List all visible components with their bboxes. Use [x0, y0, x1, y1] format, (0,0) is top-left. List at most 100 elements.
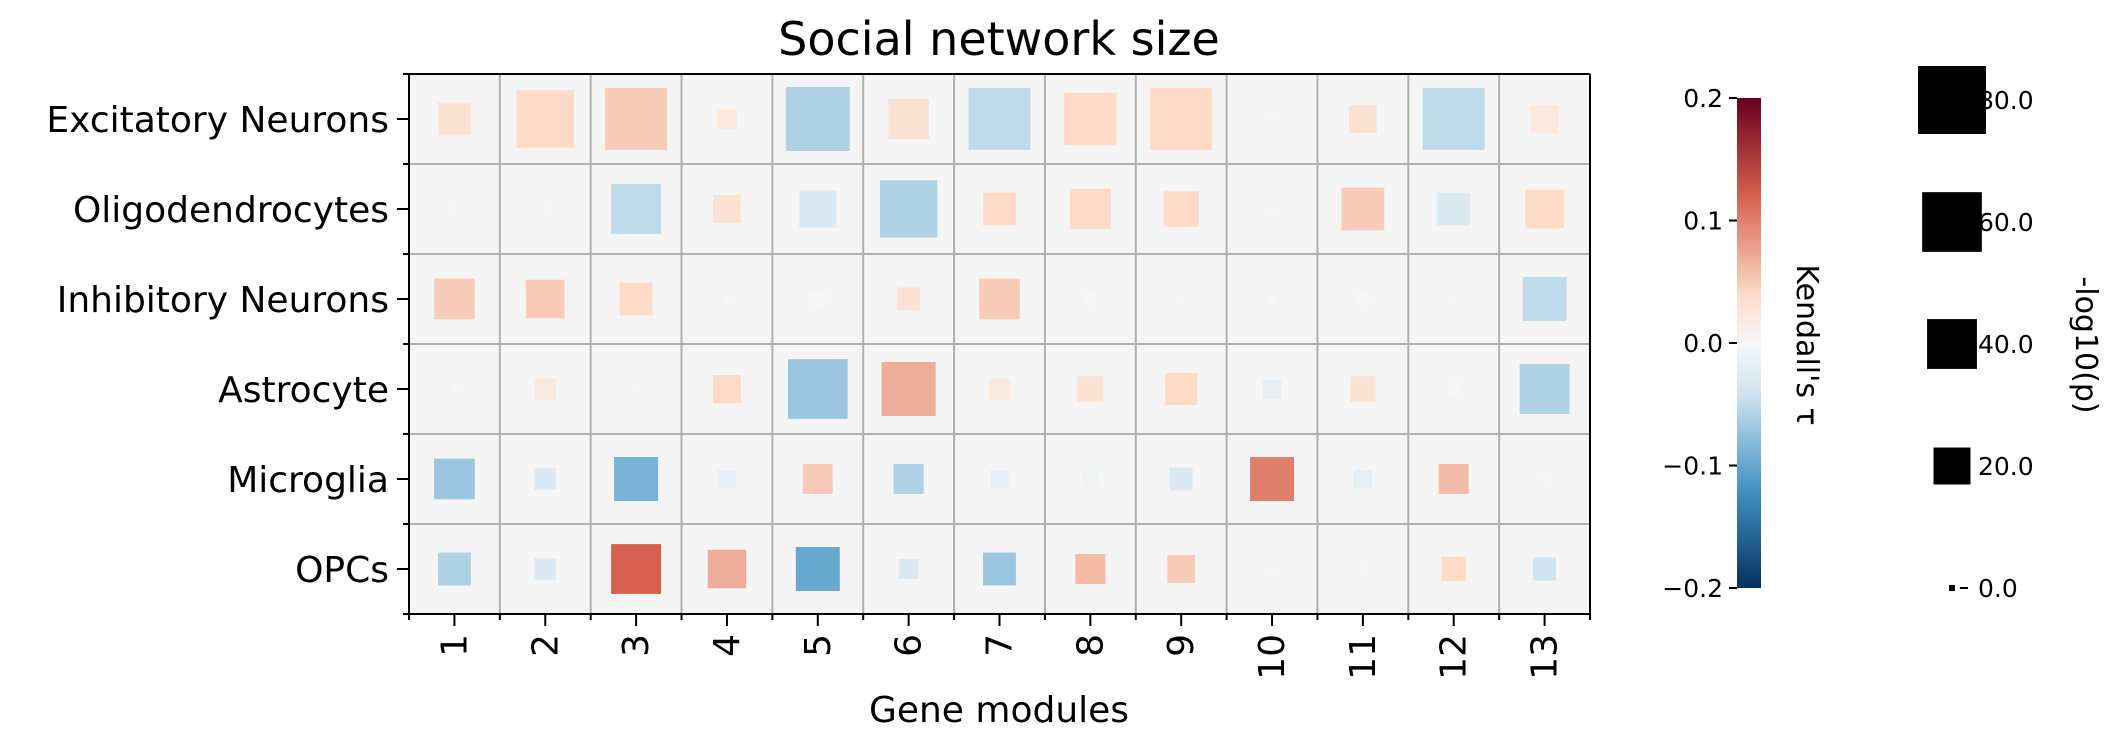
heatmap-cell-5-9 — [1169, 467, 1193, 491]
heatmap-cell-5-10 — [1250, 457, 1295, 501]
heatmap-cell-5-11 — [1353, 469, 1372, 489]
x-tick-label: 4 — [707, 634, 748, 657]
heatmap-cell-2-3 — [611, 184, 662, 234]
heatmap-cell-1-2 — [516, 90, 574, 148]
heatmap-cell-6-12 — [1441, 556, 1466, 582]
heatmap-cell-3-13 — [1522, 277, 1567, 321]
colorbar-tick-label: 0.0 — [1683, 329, 1723, 358]
heatmap-cell-3-6 — [897, 287, 921, 311]
heatmap-cell-4-10 — [1263, 379, 1282, 399]
heatmap-cell-6-1 — [437, 552, 471, 586]
size-legend-square — [1918, 66, 1986, 134]
x-tick-label: 3 — [616, 634, 657, 657]
x-tick-label: 9 — [1161, 634, 1202, 657]
heatmap-cell-1-1 — [437, 102, 471, 136]
heatmap-cell-1-5 — [785, 87, 850, 151]
heatmap-cell-1-8 — [1064, 92, 1117, 146]
heatmap-cell-3-4 — [723, 296, 730, 302]
heatmap-cell-4-13 — [1519, 364, 1570, 414]
heatmap-cell-2-4 — [713, 195, 741, 223]
heatmap-cell-3-8 — [1083, 292, 1097, 306]
heatmap-cell-1-7 — [968, 88, 1031, 150]
colorbar-tick-label: −0.1 — [1662, 452, 1723, 481]
heatmap-cell-4-9 — [1165, 373, 1198, 405]
size-legend-square — [1927, 319, 1977, 369]
heatmap-cell-6-7 — [983, 552, 1016, 586]
x-tick-label: 12 — [1434, 634, 1475, 680]
heatmap-cell-1-4 — [717, 109, 737, 129]
heatmap-cell-1-10 — [1269, 116, 1276, 122]
heatmap-cell-6-10 — [1269, 566, 1276, 572]
size-legend-tick-label: 80.0 — [1978, 86, 2034, 115]
heatmap-cell-4-7 — [988, 378, 1011, 400]
heatmap-cell-2-13 — [1525, 189, 1564, 229]
colorbar-tick-label: −0.2 — [1662, 574, 1723, 603]
heatmap-cell-6-9 — [1167, 555, 1196, 583]
heatmap-cell-4-1 — [451, 386, 458, 392]
size-legend-label: -log10(p) — [2068, 276, 2103, 413]
heatmap-cell-3-1 — [434, 278, 475, 320]
x-tick-label: 6 — [889, 634, 930, 657]
x-tick-label: 7 — [980, 634, 1021, 657]
heatmap-cell-6-5 — [795, 547, 840, 591]
heatmap-cell-2-8 — [1070, 188, 1111, 230]
heatmap-cell-1-3 — [605, 88, 668, 150]
heatmap-cell-3-3 — [619, 282, 653, 316]
x-tick-label: 13 — [1525, 634, 1566, 680]
heatmap-cell-3-11 — [1356, 292, 1370, 306]
heatmap-cell-6-8 — [1075, 553, 1106, 585]
size-legend: 80.0 60.0 40.0 20.0 0.0 — [1918, 66, 2034, 603]
heatmap-cell-5-7 — [990, 469, 1009, 489]
heatmap-cell-2-10 — [1269, 206, 1276, 212]
heatmap-cell-1-9 — [1150, 88, 1213, 150]
chart-title: Social network size — [778, 12, 1220, 66]
heatmap-cell-5-6 — [893, 463, 924, 495]
heatmap-cell-4-11 — [1350, 376, 1376, 402]
x-tick-label: 1 — [434, 634, 475, 657]
y-tick-label: Microglia — [227, 460, 389, 501]
heatmap-cell-2-6 — [879, 180, 938, 238]
tau-colorbar: 0.2 0.1 0.0 −0.1 −0.2 — [1662, 84, 1761, 603]
heatmap-cell-3-5 — [809, 291, 826, 307]
heatmap-cell-6-3 — [611, 544, 662, 594]
x-axis-label: Gene modules — [869, 690, 1129, 731]
y-tick-label: Astrocyte — [218, 370, 389, 411]
x-tick-label: 10 — [1252, 634, 1293, 680]
heatmap-cell-1-13 — [1530, 105, 1559, 133]
size-legend-square — [1949, 585, 1955, 591]
heatmap-cell-4-8 — [1077, 376, 1104, 402]
heatmap-cell-6-13 — [1533, 557, 1557, 581]
y-tick-label: Oligodendrocytes — [73, 190, 389, 231]
heatmap-cell-2-9 — [1163, 191, 1199, 227]
y-tick-label: Excitatory Neurons — [46, 100, 389, 141]
heatmap-cell-6-4 — [707, 549, 747, 589]
heatmap-cell-5-12 — [1438, 463, 1469, 495]
heatmap-cell-2-7 — [983, 192, 1016, 226]
colorbar-tick-label: 0.2 — [1683, 84, 1723, 113]
heatmap-cell-5-4 — [717, 469, 736, 489]
size-legend-tick-label: 40.0 — [1978, 330, 2034, 359]
heatmap-cell-2-5 — [799, 190, 837, 228]
heatmap-cell-6-2 — [534, 558, 557, 580]
size-legend-square — [1922, 192, 1982, 252]
heatmap-cell-6-6 — [898, 559, 919, 579]
heatmap-cell-4-5 — [787, 359, 848, 419]
size-legend-tick-label: 0.0 — [1978, 574, 2018, 603]
heatmap-cell-4-2 — [534, 378, 557, 400]
heatmap-cell-2-11 — [1341, 187, 1385, 231]
heatmap-cell-5-5 — [802, 463, 833, 495]
heatmap-cell-1-6 — [888, 98, 929, 140]
heatmap-cell-2-1 — [451, 206, 458, 212]
colorbar-tick-label: 0.1 — [1683, 207, 1723, 236]
heatmap-cell-4-4 — [713, 375, 741, 403]
heatmap-cell-4-12 — [1447, 382, 1461, 396]
heatmap-cell-2-12 — [1437, 192, 1471, 226]
heatmap-cell-5-8 — [1082, 471, 1099, 487]
heatmap-cell-4-3 — [633, 386, 640, 392]
x-tick-label: 2 — [525, 634, 566, 657]
heatmap-cell-5-3 — [614, 457, 659, 501]
x-tick-label: 5 — [798, 634, 839, 657]
heatmap-cell-3-10 — [1269, 296, 1276, 302]
heatmap-cell-6-11 — [1359, 566, 1366, 572]
heatmap-cell-3-12 — [1450, 296, 1457, 302]
